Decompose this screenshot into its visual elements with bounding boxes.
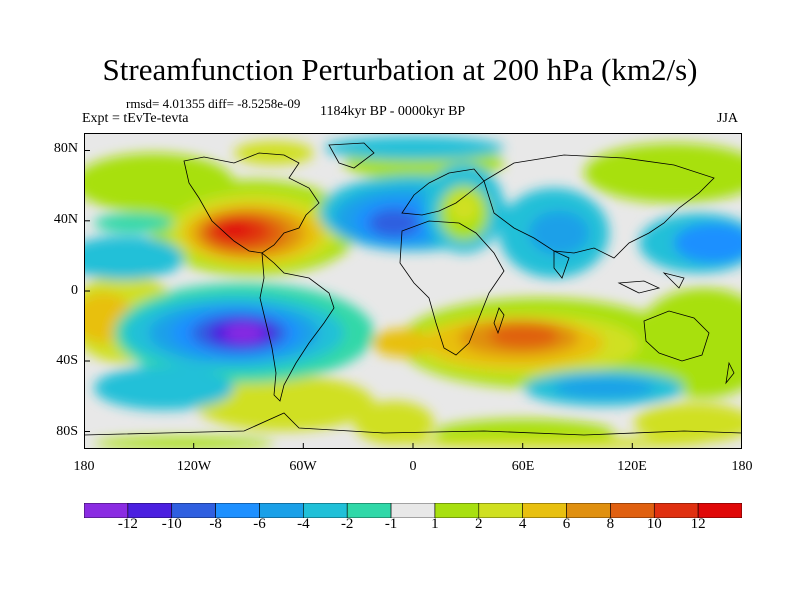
colorbar-label: -10 bbox=[161, 516, 182, 532]
coastlines bbox=[84, 142, 742, 436]
colorbar-label: -4 bbox=[297, 516, 310, 532]
colorbar-label: -8 bbox=[209, 516, 222, 532]
y-tick-label: 0 bbox=[71, 283, 78, 298]
streamfunction-map bbox=[84, 133, 742, 449]
y-tick-label: 40S bbox=[56, 353, 78, 368]
stats-text: rmsd= 4.01355 diff= -8.5258e-09 bbox=[126, 96, 301, 111]
plot-title: Streamfunction Perturbation at 200 hPa (… bbox=[102, 52, 698, 87]
colorbar-label: -1 bbox=[384, 516, 398, 532]
colorbar-label: -12 bbox=[117, 516, 138, 532]
x-tick-label: 180 bbox=[73, 459, 95, 474]
colorbar-label: 2 bbox=[475, 516, 483, 532]
x-tick-label: 120E bbox=[617, 459, 647, 474]
colorbar-label: 12 bbox=[690, 516, 706, 532]
season-label: JJA bbox=[717, 111, 739, 126]
colorbar-label: 1 bbox=[431, 516, 439, 532]
x-tick-label: 180 bbox=[731, 459, 753, 474]
colorbar-label: -2 bbox=[340, 516, 354, 532]
x-tick-label: 60E bbox=[511, 459, 535, 474]
colorbar-label: 10 bbox=[646, 516, 662, 532]
y-tick-label: 40N bbox=[53, 212, 78, 227]
colorbar-label: 8 bbox=[606, 516, 615, 532]
y-tick-label: 80S bbox=[56, 424, 78, 439]
colorbar-label: -6 bbox=[253, 516, 266, 532]
x-tick-label: 120W bbox=[176, 459, 212, 474]
experiment-label: Expt = tEvTe-tevta bbox=[82, 111, 189, 126]
colorbar-swatch bbox=[697, 503, 742, 518]
colorbar bbox=[84, 503, 742, 518]
period-label: 1184kyr BP - 0000kyr BP bbox=[320, 104, 466, 119]
colorbar-label: 4 bbox=[518, 516, 527, 532]
x-tick-label: 60W bbox=[289, 459, 317, 474]
x-tick-label: 0 bbox=[409, 459, 417, 474]
colorbar-label: 6 bbox=[562, 516, 571, 532]
y-tick-label: 80N bbox=[53, 141, 78, 156]
axis-ticks bbox=[84, 150, 633, 449]
